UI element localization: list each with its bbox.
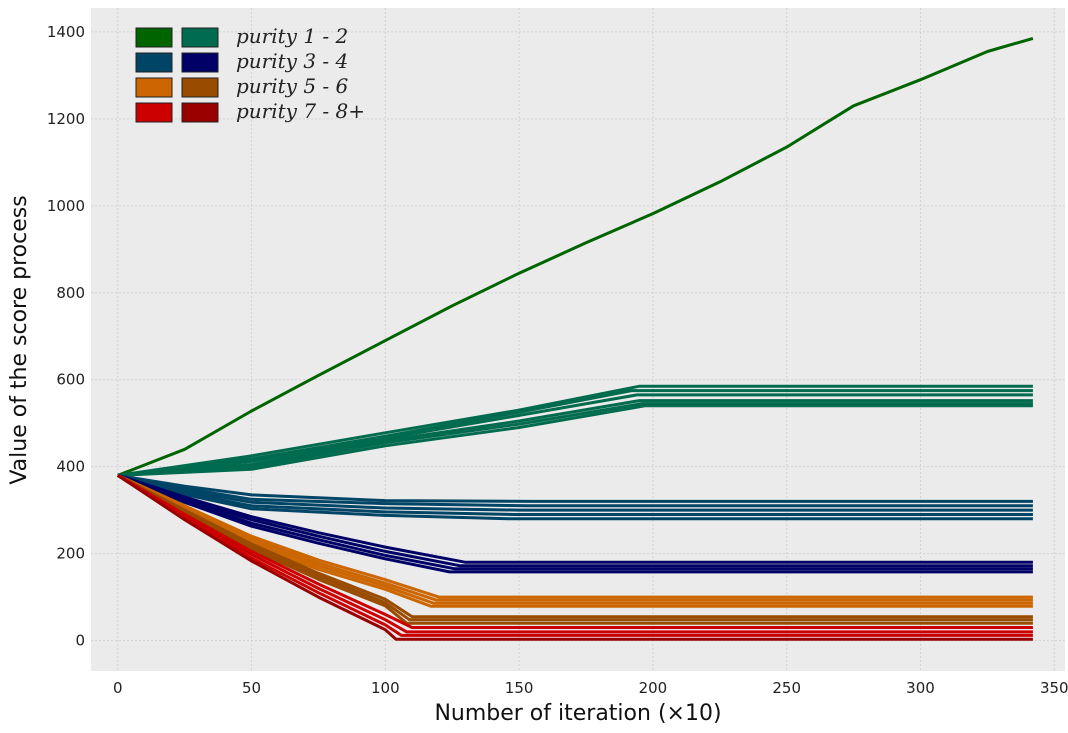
x-tick-label: 150	[505, 679, 534, 697]
x-tick-label: 250	[772, 679, 801, 697]
legend-label: purity 7 - 8+	[236, 99, 365, 123]
series-line-12	[117, 473, 1033, 564]
series-line-14	[117, 473, 1033, 571]
series-line-0	[117, 36, 1034, 477]
x-tick-label: 0	[113, 679, 123, 697]
y-tick-label: 400	[56, 458, 85, 476]
series-line-26	[116, 474, 1033, 641]
x-tick-label: 350	[1040, 679, 1068, 697]
legend-swatch	[135, 27, 173, 48]
legend-label: purity 3 - 4	[236, 49, 348, 73]
tick-labels: 0 50 100 150 200 250 300 350 0 200 400 600 800 1000 12…	[47, 23, 1068, 697]
legend-swatch	[135, 77, 173, 98]
series-line-24	[117, 474, 1033, 634]
y-tick-label: 200	[56, 545, 85, 563]
y-axis-label: Value of the score process	[7, 195, 32, 484]
y-tick-label: 600	[56, 371, 85, 389]
series-line-11	[117, 473, 1033, 521]
legend-swatch	[181, 77, 219, 98]
series-line-3	[117, 393, 1033, 477]
legend-swatch	[181, 52, 219, 73]
y-tick-label: 1200	[47, 110, 85, 128]
y-tick-label: 0	[75, 632, 85, 650]
series-line-20	[117, 474, 1033, 619]
y-tick-label: 1000	[47, 197, 85, 215]
legend-swatch	[135, 52, 173, 73]
x-axis-label: Number of iteration (×10)	[434, 701, 721, 726]
x-tick-label: 200	[639, 679, 668, 697]
series-line-13	[117, 473, 1033, 568]
series-line-9	[117, 473, 1033, 512]
series-line-2	[117, 389, 1033, 477]
series-line-5	[117, 402, 1033, 477]
y-tick-label: 1400	[47, 23, 85, 41]
series-line-6	[117, 404, 1033, 477]
legend-swatch	[181, 27, 219, 48]
series-line-1	[117, 384, 1033, 477]
series-line-8	[117, 473, 1033, 508]
legend-swatch	[135, 102, 173, 123]
x-tick-label: 300	[906, 679, 935, 697]
series-line-7	[117, 473, 1033, 503]
series-line-16	[117, 474, 1033, 599]
series-line-15	[117, 474, 1033, 574]
series-line-4	[117, 399, 1033, 477]
y-tick-label: 800	[56, 284, 85, 302]
x-tick-label: 50	[242, 679, 261, 697]
legend-swatch	[181, 102, 219, 123]
x-tick-label: 100	[371, 679, 400, 697]
legend-label: purity 1 - 2	[236, 24, 348, 48]
series-line-17	[117, 474, 1033, 602]
legend-label: purity 5 - 6	[236, 74, 349, 98]
series-lines	[116, 36, 1034, 641]
